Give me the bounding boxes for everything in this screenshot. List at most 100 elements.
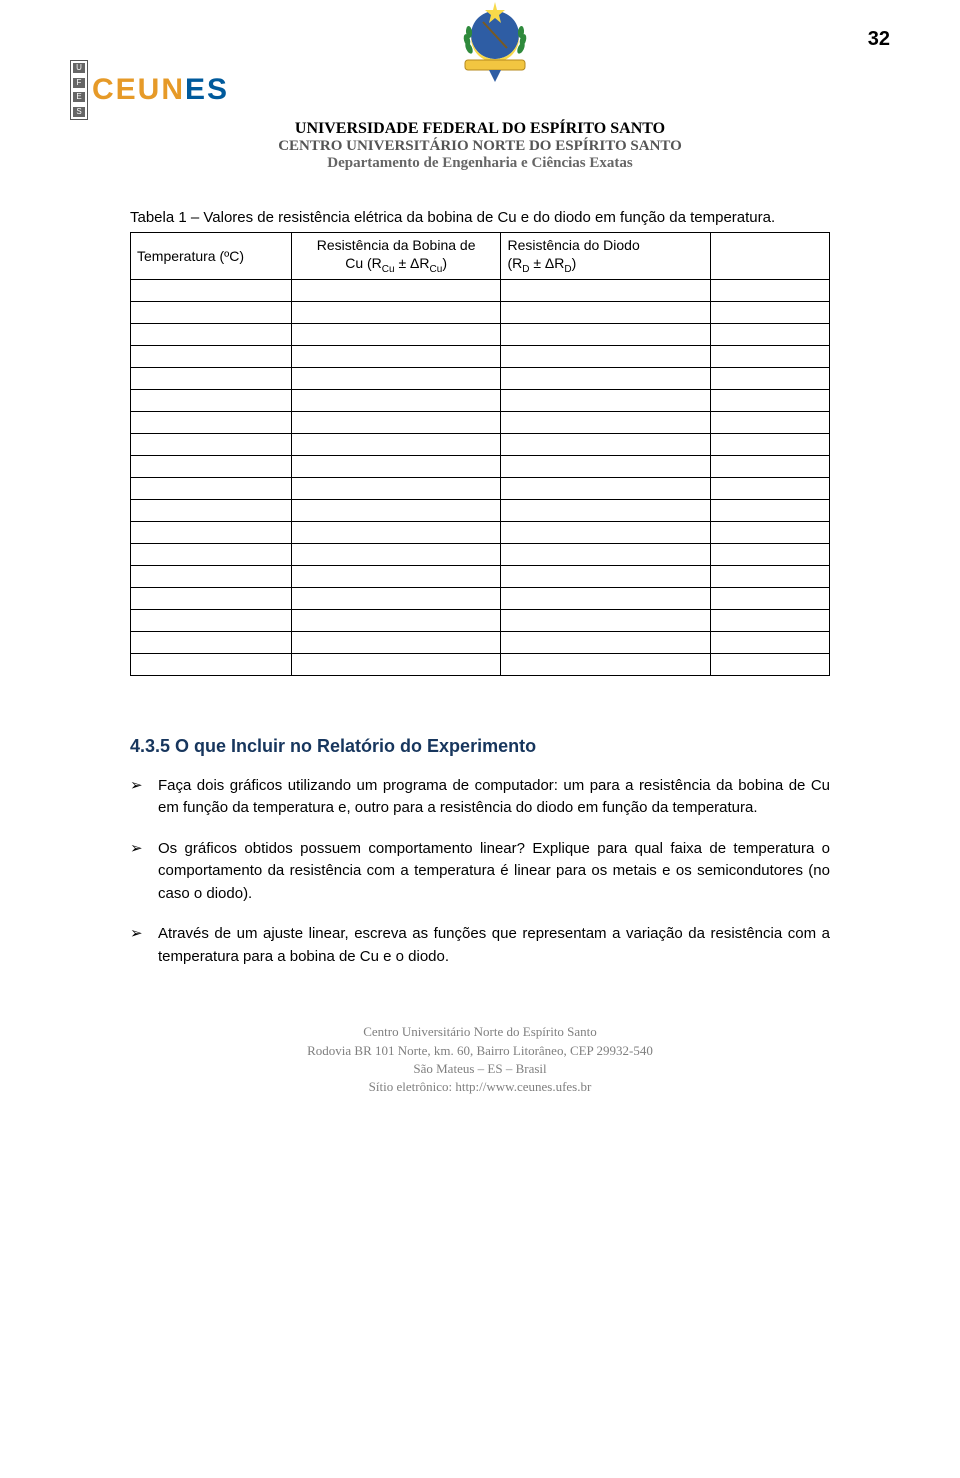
table-cell (131, 433, 292, 455)
table-cell (131, 389, 292, 411)
table-cell (131, 455, 292, 477)
ufes-letter: U (73, 63, 85, 73)
resistance-table: Temperatura (ºC) Resistência da Bobina d… (130, 232, 830, 676)
footer-city: São Mateus – ES – Brasil (0, 1060, 960, 1078)
table-cell (711, 411, 830, 433)
table-cell (131, 323, 292, 345)
header-d-mid: ± ΔR (529, 255, 564, 271)
table-cell (291, 609, 501, 631)
table-row (131, 499, 830, 521)
table-body (131, 279, 830, 675)
table-row (131, 565, 830, 587)
header-d-sub2: D (564, 264, 571, 275)
table-cell (711, 565, 830, 587)
page-header: U F E S CEUNES (0, 0, 960, 172)
table-cell (501, 587, 711, 609)
table-row (131, 587, 830, 609)
table-cell (131, 499, 292, 521)
table-cell (711, 301, 830, 323)
table-row (131, 389, 830, 411)
table-row (131, 345, 830, 367)
table-cell (711, 455, 830, 477)
header-cu-line1: Resistência da Bobina de (317, 237, 476, 253)
table-row (131, 279, 830, 301)
table-cell (131, 653, 292, 675)
table-cell (291, 411, 501, 433)
table-caption: Tabela 1 – Valores de resistência elétri… (130, 207, 830, 228)
header-empty (711, 233, 830, 280)
table-cell (291, 477, 501, 499)
table-cell (501, 521, 711, 543)
table-cell (291, 543, 501, 565)
header-d-pre: (R (507, 255, 522, 271)
table-cell (131, 543, 292, 565)
table-cell (131, 367, 292, 389)
table-cell (501, 367, 711, 389)
table-cell (501, 411, 711, 433)
table-row (131, 653, 830, 675)
table-cell (711, 653, 830, 675)
table-cell (131, 411, 292, 433)
header-resistance-diode: Resistência do Diodo (RD ± ΔRD) (501, 233, 711, 280)
header-d-line1: Resistência do Diodo (507, 237, 639, 253)
table-row (131, 543, 830, 565)
table-row (131, 411, 830, 433)
ufes-letter: E (73, 92, 85, 102)
table-cell (291, 565, 501, 587)
table-cell (291, 323, 501, 345)
university-heading: UNIVERSIDADE FEDERAL DO ESPÍRITO SANTO C… (0, 120, 960, 172)
table-cell (501, 433, 711, 455)
ufes-letter: F (73, 78, 85, 88)
list-item: Através de um ajuste linear, escreva as … (130, 923, 830, 968)
header-cu-sub1: Cu (382, 264, 395, 275)
table-cell (291, 433, 501, 455)
footer-link[interactable]: http://www.ceunes.ufes.br (455, 1079, 591, 1094)
table-cell (131, 587, 292, 609)
table-cell (291, 587, 501, 609)
table-cell (501, 499, 711, 521)
header-d-end: ) (572, 255, 577, 271)
header-temperature: Temperatura (ºC) (131, 233, 292, 280)
table-cell (131, 345, 292, 367)
table-cell (291, 455, 501, 477)
footer-center-name: Centro Universitário Norte do Espírito S… (0, 1023, 960, 1041)
department-name: Departamento de Engenharia e Ciências Ex… (0, 155, 960, 172)
main-content: Tabela 1 – Valores de resistência elétri… (0, 207, 960, 968)
table-row (131, 521, 830, 543)
table-row (131, 323, 830, 345)
table-cell (501, 279, 711, 301)
table-cell (291, 345, 501, 367)
table-cell (291, 653, 501, 675)
footer-site-line: Sítio eletrônico: http://www.ceunes.ufes… (0, 1078, 960, 1096)
header-cu-pre: Cu (R (345, 255, 382, 271)
table-row (131, 301, 830, 323)
list-item: Os gráficos obtidos possuem comportament… (130, 838, 830, 906)
table-cell (501, 543, 711, 565)
table-row (131, 477, 830, 499)
header-cu-sub2: Cu (430, 264, 443, 275)
page-footer: Centro Universitário Norte do Espírito S… (0, 1023, 960, 1116)
section-heading: 4.3.5 O que Incluir no Relatório do Expe… (130, 736, 830, 757)
table-cell (501, 323, 711, 345)
table-cell (501, 631, 711, 653)
header-cu-end: ) (442, 255, 447, 271)
ceunes-part2: ES (185, 73, 229, 106)
table-cell (501, 565, 711, 587)
ceunes-part1: CEUN (92, 73, 185, 106)
table-cell (291, 631, 501, 653)
table-cell (711, 499, 830, 521)
table-cell (501, 609, 711, 631)
table-row (131, 631, 830, 653)
table-cell (711, 345, 830, 367)
ceunes-wordmark: CEUNES (92, 73, 229, 107)
table-cell (131, 301, 292, 323)
table-cell (501, 455, 711, 477)
table-cell (131, 609, 292, 631)
header-cu-mid: ± ΔR (395, 255, 430, 271)
table-cell (711, 609, 830, 631)
table-cell (131, 477, 292, 499)
table-cell (711, 631, 830, 653)
table-cell (291, 389, 501, 411)
table-row (131, 609, 830, 631)
table-row (131, 367, 830, 389)
